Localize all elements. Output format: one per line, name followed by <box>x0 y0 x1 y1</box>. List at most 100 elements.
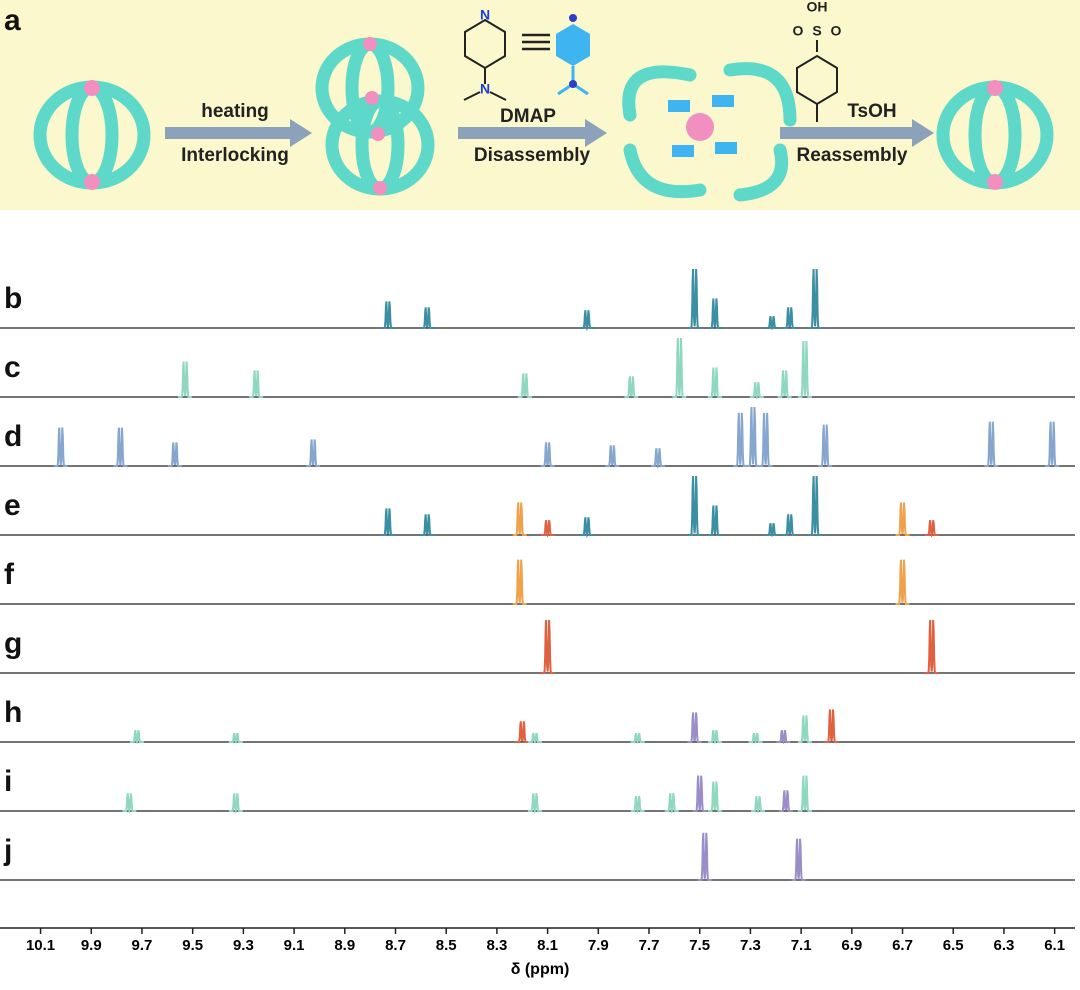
metal-nodes <box>363 37 387 195</box>
peak <box>122 793 137 815</box>
peak <box>129 730 144 745</box>
peak <box>984 421 999 467</box>
peak <box>808 475 823 536</box>
peak <box>306 439 321 467</box>
peak <box>924 619 939 674</box>
dmap-icons <box>668 95 737 157</box>
peak <box>380 301 395 329</box>
ligand-arcs <box>622 62 797 202</box>
peak <box>707 298 722 329</box>
peak <box>824 709 839 743</box>
peak <box>733 412 748 467</box>
step-label: Disassembly <box>474 145 591 166</box>
atom-label: N <box>480 81 490 97</box>
peak <box>53 427 68 467</box>
panel-label: g <box>4 627 22 660</box>
atom-label: O <box>793 23 804 39</box>
panel-label: c <box>4 351 21 384</box>
peak <box>751 796 765 814</box>
metal-node <box>987 174 1003 190</box>
peak <box>782 514 797 536</box>
peak <box>895 559 910 605</box>
peak <box>707 730 722 745</box>
step-label: heating <box>201 101 269 122</box>
x-tick-label: 10.1 <box>26 937 55 954</box>
panel-label: h <box>4 696 22 729</box>
metal-node <box>84 174 100 190</box>
peak <box>746 406 760 467</box>
peak <box>420 514 435 536</box>
panel-label: f <box>4 558 15 591</box>
x-tick-label: 9.9 <box>81 937 102 954</box>
x-axis-label: δ (ppm) <box>511 961 570 978</box>
panel-label: d <box>4 420 22 453</box>
peak <box>630 796 645 814</box>
x-tick-label: 8.9 <box>334 937 355 954</box>
peak <box>687 712 702 743</box>
x-tick-label: 6.7 <box>892 937 913 954</box>
peak <box>515 721 530 743</box>
peak <box>748 732 763 744</box>
atom-label: S <box>812 23 821 39</box>
arrows <box>165 119 934 147</box>
peak <box>765 523 779 538</box>
atom-label: OH <box>807 0 828 15</box>
x-tick-label: 7.7 <box>639 937 660 954</box>
peak <box>664 793 679 815</box>
peak <box>776 730 791 745</box>
x-tick-label: 7.3 <box>740 937 761 954</box>
dmap-icon <box>556 14 590 96</box>
peak <box>749 382 764 400</box>
peak <box>672 337 687 398</box>
peak <box>777 370 792 398</box>
peak <box>517 373 532 398</box>
x-tick-label: 7.9 <box>588 937 609 954</box>
x-tick-label: 6.9 <box>841 937 862 954</box>
peak <box>758 412 773 467</box>
peak <box>797 715 812 743</box>
x-tick-label: 6.3 <box>994 937 1015 954</box>
peak <box>630 732 645 744</box>
peak <box>707 781 722 812</box>
x-tick-label: 8.3 <box>486 937 507 954</box>
peak <box>228 732 243 744</box>
peak <box>797 340 812 398</box>
metal-node <box>84 80 100 96</box>
panel-label: e <box>4 489 21 522</box>
peak <box>420 307 435 329</box>
atom-label: N <box>480 7 490 23</box>
peak <box>167 442 182 467</box>
x-tick-label: 8.7 <box>385 937 406 954</box>
peak <box>687 268 702 329</box>
peak <box>579 517 594 539</box>
metal-node <box>987 80 1003 96</box>
peak <box>797 775 812 812</box>
peak <box>540 520 555 538</box>
tsoh-structure <box>796 40 838 122</box>
x-tick-label: 8.1 <box>537 937 558 954</box>
peak <box>249 370 264 398</box>
peak <box>778 790 793 812</box>
step-label: Interlocking <box>181 145 289 166</box>
peak <box>765 316 779 331</box>
step-label: TsOH <box>847 101 896 122</box>
x-tick-label: 6.1 <box>1044 937 1065 954</box>
peak <box>692 775 707 812</box>
peak <box>512 559 527 605</box>
peak <box>512 502 527 536</box>
peak <box>579 310 594 332</box>
metal-ion <box>686 113 714 141</box>
panel-label: a <box>4 4 21 37</box>
peak <box>791 838 806 881</box>
peak <box>527 732 542 744</box>
peak <box>782 307 797 329</box>
x-tick-label: 7.5 <box>689 937 710 954</box>
peak <box>178 361 193 398</box>
peak <box>818 424 833 467</box>
peak <box>697 832 712 881</box>
peak <box>808 268 823 329</box>
peak <box>540 619 555 674</box>
peak <box>624 376 639 398</box>
x-tick-label: 9.5 <box>182 937 203 954</box>
